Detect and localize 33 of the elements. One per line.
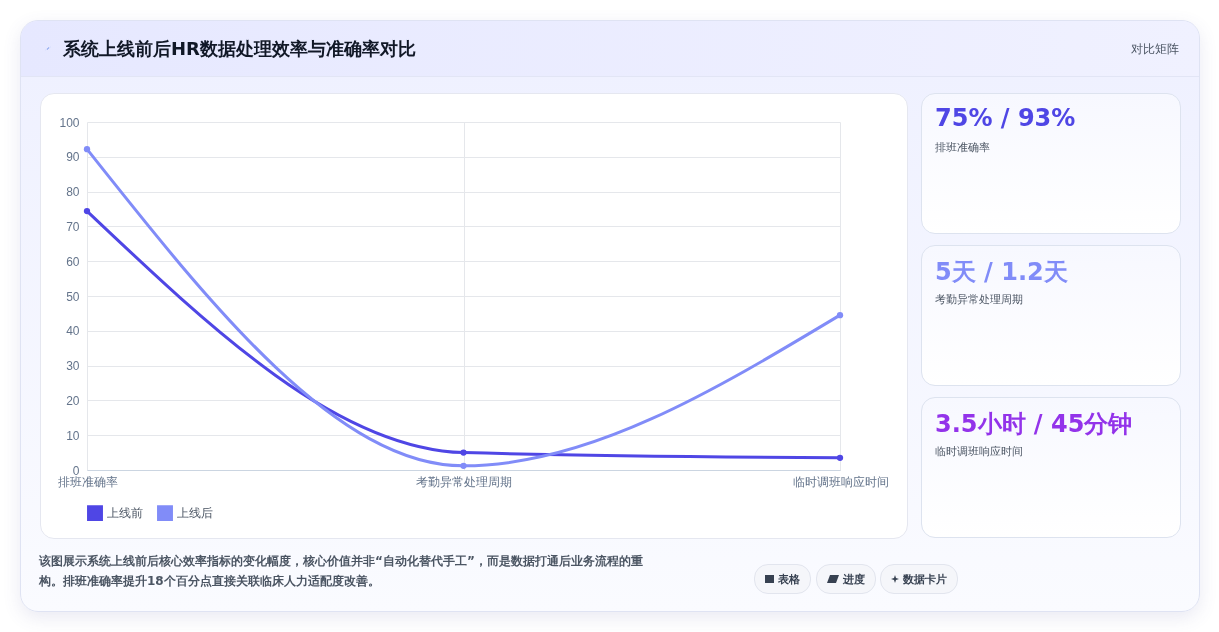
point	[460, 449, 467, 456]
y-tick-label: 100	[59, 115, 80, 130]
x-tick-label: 排班准确率	[57, 474, 118, 489]
text: 3.5小时 / 45分钟	[935, 409, 1133, 440]
y-tick-label: 50	[66, 289, 80, 304]
text: 表格	[778, 571, 800, 587]
y-tick-label: 30	[66, 359, 80, 374]
y-tick-label: 10	[66, 428, 80, 443]
y-tick-label: 60	[66, 254, 80, 269]
text: 考勤异常处理周期	[935, 292, 1023, 307]
legend-label: 上线后	[177, 506, 213, 521]
y-tick-label: 70	[66, 219, 80, 234]
legend-label: 上线前	[107, 506, 143, 521]
point	[83, 145, 91, 153]
text: 临时调班响应时间	[935, 444, 1023, 459]
chart-title: 系统上线前后HR数据处理效率与准确率对比	[63, 37, 416, 61]
y-tick-label: 80	[66, 185, 80, 200]
text: 5天 / 1.2天	[935, 257, 1068, 288]
y-tick-label: 90	[66, 150, 80, 165]
text: 该图展示系统上线前后核心效率指标的变化幅度，核心价值并非“自动化替代手工”，而是数据打通后业务流程的重构。排班准确率提升18个百分点直接关联临床人力适配度改善。	[39, 553, 644, 590]
y-tick-label: 40	[66, 324, 80, 339]
text: 数据卡片	[903, 571, 947, 587]
text: 对比矩阵	[1131, 41, 1179, 58]
x-tick-label: 临时调班响应时间	[792, 474, 889, 489]
point	[460, 462, 467, 469]
x-tick-label: 考勤异常处理周期	[416, 474, 512, 489]
point	[83, 207, 91, 215]
y-tick-label: 20	[66, 393, 80, 408]
text: 75% / 93%	[935, 104, 1076, 132]
text: 进度	[843, 571, 865, 587]
text: 排班准确率	[935, 140, 990, 155]
point	[836, 311, 844, 319]
point	[836, 454, 844, 461]
